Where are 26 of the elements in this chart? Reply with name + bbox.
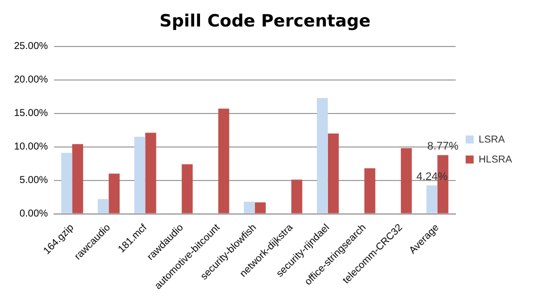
bar (291, 180, 302, 214)
y-tick-label: 10.00% (14, 142, 48, 153)
y-tick-label: 20.00% (14, 74, 48, 86)
chart-title: Spill Code Percentage (160, 12, 370, 32)
bar (426, 185, 438, 214)
legend-label: HLSRA (478, 154, 512, 166)
bar (364, 168, 376, 214)
bar (98, 199, 109, 214)
bar (218, 108, 230, 214)
bar (316, 98, 328, 214)
y-tick-label: 0.00% (20, 208, 48, 220)
bar (244, 202, 255, 214)
bar (328, 133, 339, 214)
bar (254, 202, 266, 214)
data-label: 8.77% (427, 140, 459, 153)
y-tick-label: 25.00% (14, 41, 48, 52)
bar (61, 152, 72, 214)
y-tick-label: 15.00% (14, 108, 48, 120)
bar (72, 144, 84, 214)
legend-label: LSRA (478, 134, 506, 146)
bar (400, 148, 412, 214)
y-tick-label: 5.00% (20, 175, 48, 186)
bar (182, 164, 193, 214)
bar (145, 132, 156, 214)
bar (108, 174, 120, 214)
bar (134, 136, 146, 214)
